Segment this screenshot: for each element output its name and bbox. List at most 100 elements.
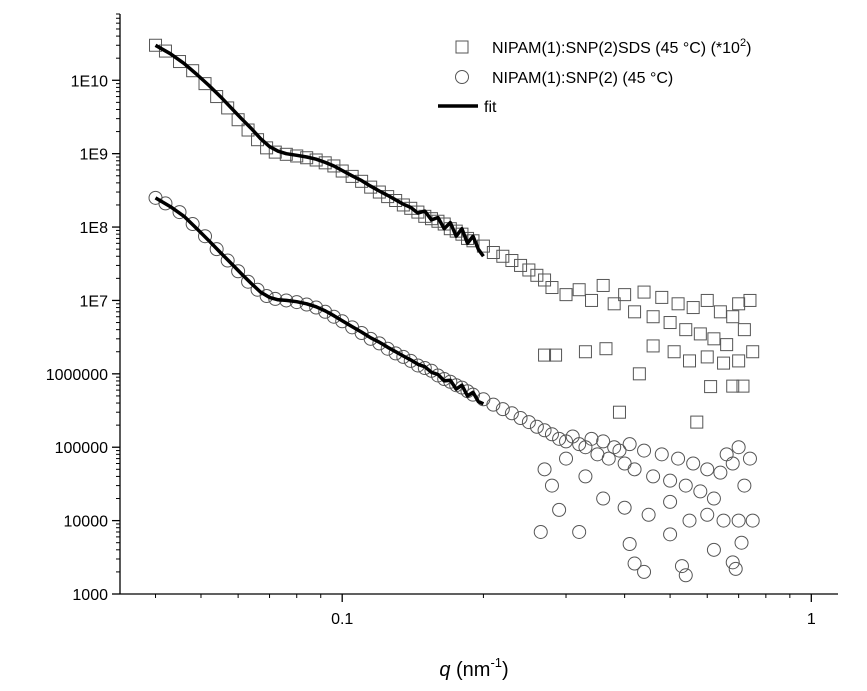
square-point xyxy=(545,281,559,295)
y-tick-label: 1E10 xyxy=(71,73,108,90)
square-point xyxy=(538,273,552,287)
y-tick-label: 10000 xyxy=(64,514,109,531)
square-point xyxy=(726,310,740,324)
circle-point xyxy=(637,564,652,579)
y-tick-label: 1E7 xyxy=(80,293,109,310)
circle-point xyxy=(622,437,637,452)
square-point xyxy=(530,268,544,282)
fit-line xyxy=(154,196,485,406)
square-point xyxy=(585,293,599,307)
circle-point xyxy=(663,527,678,542)
square-point xyxy=(578,345,592,359)
fit-line xyxy=(154,43,485,258)
circle-point xyxy=(231,264,246,279)
y-tick-label: 1000000 xyxy=(46,367,108,384)
y-tick-label: 100000 xyxy=(55,440,108,457)
y-tick-label: 1000 xyxy=(72,587,108,604)
circle-point xyxy=(706,542,721,557)
square-point xyxy=(514,258,528,272)
circle-point xyxy=(728,561,743,576)
legend: NIPAM(1):SNP(2)SDS (45 °C) (*102) NIPAM(… xyxy=(438,37,751,116)
y-axis-ticks: 1000 10000 100000 1000000 1E7 1E8 1E9 1E10 xyxy=(46,13,120,604)
circle-point xyxy=(513,411,528,426)
square-point xyxy=(743,293,757,307)
circle-point xyxy=(693,484,708,499)
square-point xyxy=(667,345,681,359)
square-point xyxy=(186,64,200,78)
circle-point xyxy=(706,491,721,506)
square-point xyxy=(679,323,693,337)
circle-point xyxy=(486,397,501,412)
circle-point xyxy=(559,451,574,466)
square-point xyxy=(559,288,573,302)
square-point xyxy=(690,415,704,429)
square-point xyxy=(655,290,669,304)
circle-point xyxy=(622,537,637,552)
square-point xyxy=(612,405,626,419)
circle-point xyxy=(309,300,324,315)
y-tick-label: 1E9 xyxy=(80,147,109,164)
square-point xyxy=(637,285,651,299)
square-point xyxy=(327,159,341,173)
circle-point xyxy=(372,336,387,351)
legend-marker-square xyxy=(455,40,469,54)
circle-point xyxy=(737,478,752,493)
circle-point xyxy=(403,353,418,368)
circle-point xyxy=(326,309,341,324)
square-point xyxy=(389,194,403,208)
square-point xyxy=(364,180,378,194)
circle-point xyxy=(617,500,632,515)
circle-point xyxy=(537,462,552,477)
square-point xyxy=(737,323,751,337)
x-tick-label: 0.1 xyxy=(331,611,353,628)
square-point xyxy=(173,55,187,69)
square-point xyxy=(646,339,660,353)
square-point xyxy=(683,354,697,368)
circle-point xyxy=(716,513,731,528)
circle-point xyxy=(544,427,559,442)
square-point xyxy=(599,342,613,356)
square-point xyxy=(720,338,734,352)
square-point xyxy=(381,190,395,204)
square-point xyxy=(538,348,552,362)
circle-point xyxy=(380,341,395,356)
circle-point xyxy=(578,469,593,484)
square-point xyxy=(607,297,621,311)
circle-point xyxy=(504,406,519,421)
square-point xyxy=(372,185,386,199)
circle-point xyxy=(612,443,627,458)
circle-point xyxy=(731,440,746,455)
circle-point xyxy=(745,513,760,528)
circle-point xyxy=(209,242,224,257)
square-point xyxy=(736,379,750,393)
square-point xyxy=(704,380,718,394)
circle-point xyxy=(678,568,693,583)
legend-label-superscript: 2 xyxy=(740,37,746,49)
square-point xyxy=(686,301,700,315)
square-point xyxy=(663,316,677,330)
circle-point xyxy=(259,288,274,303)
circle-point xyxy=(601,451,616,466)
circle-point xyxy=(220,253,235,268)
square-point xyxy=(496,249,510,263)
square-point xyxy=(646,310,660,324)
legend-label-nipam-snp-sds: NIPAM(1):SNP(2)SDS (45 °C) (*102) xyxy=(492,37,751,57)
circle-point xyxy=(172,205,187,220)
square-point xyxy=(746,345,760,359)
square-point xyxy=(700,350,714,364)
legend-label-fit: fit xyxy=(484,99,497,116)
circle-point xyxy=(533,524,548,539)
circle-point xyxy=(686,456,701,471)
square-point xyxy=(345,169,359,183)
circle-point xyxy=(584,431,599,446)
circle-point xyxy=(637,443,652,458)
circle-point xyxy=(725,555,740,570)
circle-point xyxy=(596,434,611,449)
circle-point xyxy=(678,478,693,493)
square-point xyxy=(726,379,740,393)
circle-point xyxy=(654,447,669,462)
square-point xyxy=(158,44,172,58)
circle-point xyxy=(663,473,678,488)
square-point xyxy=(335,164,349,178)
